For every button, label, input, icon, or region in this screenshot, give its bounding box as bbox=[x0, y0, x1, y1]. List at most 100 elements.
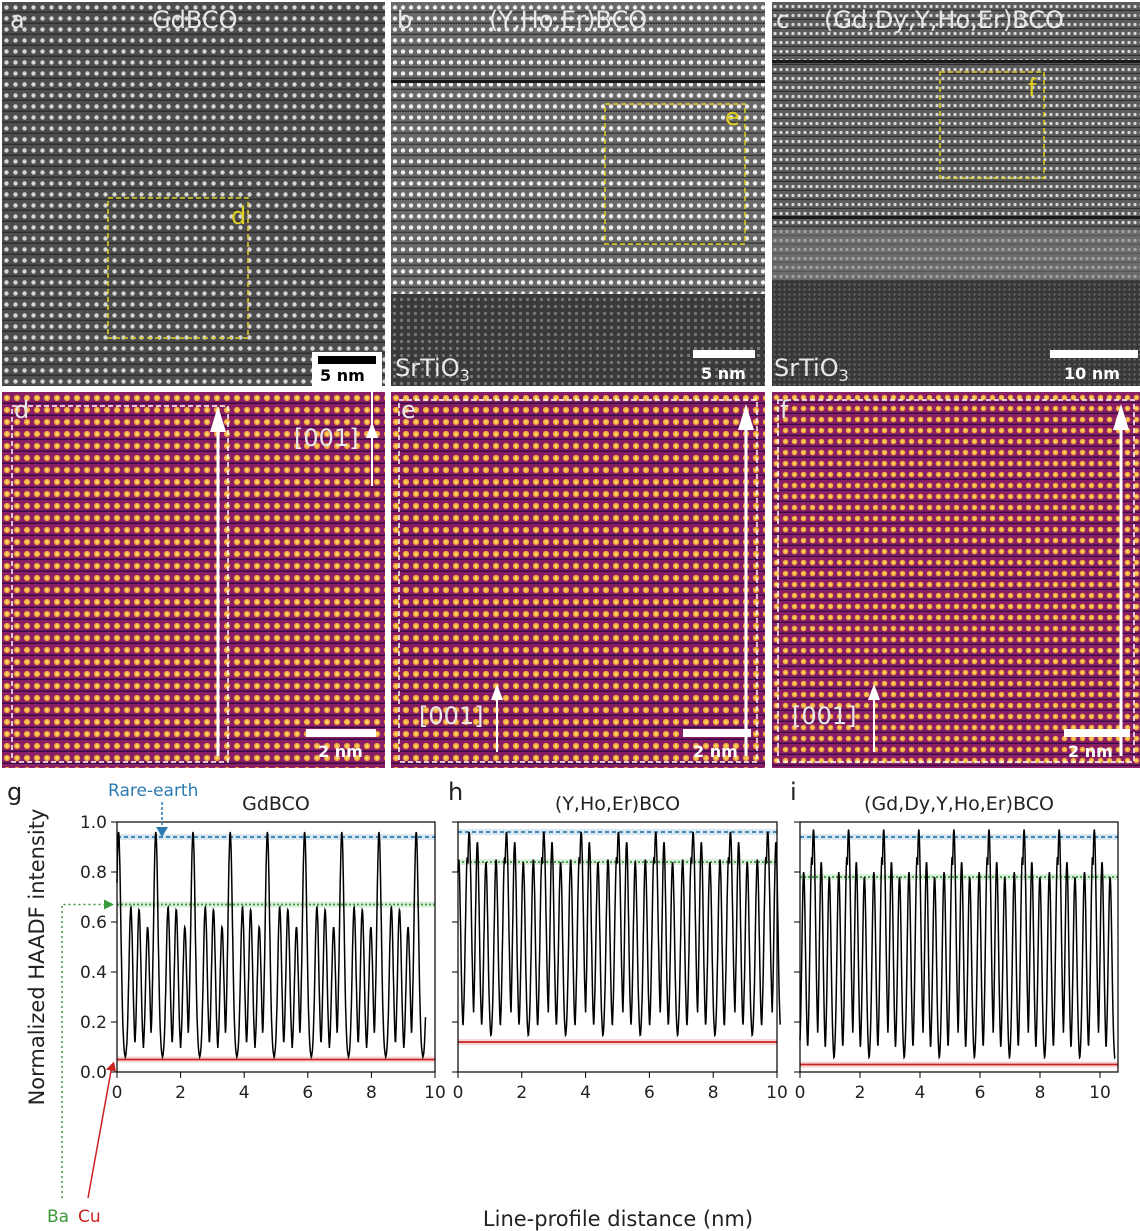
haadf-panel-c: c (Gd,Dy,Y,Ho,Er)BCO f SrTiO3 10 nm bbox=[772, 2, 1140, 386]
axes-frame-h bbox=[457, 821, 778, 1073]
profile-curve-h bbox=[457, 831, 781, 1038]
plot-title-i: (Gd,Dy,Y,Ho,Er)BCO bbox=[864, 793, 1054, 815]
zoom-panel-e: e [001] 2 nm bbox=[391, 392, 765, 768]
panel-letter-g: g bbox=[7, 778, 22, 806]
y-tick-label-g: 1.0 bbox=[80, 813, 107, 833]
panel-letter-i: i bbox=[790, 778, 797, 806]
y-tick-label-g: 0.0 bbox=[80, 1063, 107, 1083]
arrowhead-cu bbox=[106, 1061, 116, 1072]
y-axis-label: Normalized HAADF intensity bbox=[25, 809, 49, 1106]
roi-box-d bbox=[107, 197, 249, 339]
panel-letter-d: d bbox=[14, 396, 30, 424]
x-axis-label: Line-profile distance (nm) bbox=[483, 1207, 753, 1231]
y-tick-label-g: 0.4 bbox=[80, 963, 107, 983]
level-band-ba-i bbox=[800, 874, 1118, 880]
substrate-sub-c: 3 bbox=[838, 366, 849, 385]
arrow-ba bbox=[61, 903, 108, 1198]
arrowhead-ba bbox=[104, 899, 114, 910]
haadf-image-b bbox=[391, 2, 765, 386]
zoom-image-f bbox=[772, 392, 1140, 768]
substrate-label-b: SrTiO3 bbox=[395, 356, 470, 384]
x-tick-label-g: 10 bbox=[424, 1083, 446, 1103]
x-tick-label-i: 10 bbox=[1089, 1083, 1111, 1103]
x-tick-label-h: 8 bbox=[708, 1083, 719, 1103]
annotation-ba: Ba bbox=[47, 1207, 69, 1227]
x-tick-label-g: 4 bbox=[239, 1083, 250, 1103]
x-tick-label-h: 6 bbox=[644, 1083, 655, 1103]
roi-label-e: e bbox=[725, 103, 740, 131]
profile-curve-g bbox=[116, 831, 427, 1060]
roi-label-d: d bbox=[231, 202, 247, 230]
profile-curve-i bbox=[799, 829, 1116, 1060]
roi-box-f bbox=[939, 71, 1045, 179]
scale-bar-d bbox=[306, 729, 376, 737]
profile-box-d bbox=[11, 405, 229, 763]
panel-letter-b: b bbox=[397, 6, 413, 34]
scale-label-c: 10 nm bbox=[1064, 364, 1120, 383]
panel-letter-f: f bbox=[780, 396, 789, 424]
y-tick-label-g: 0.6 bbox=[80, 913, 107, 933]
direction-label-e: [001] bbox=[419, 702, 484, 730]
x-tick-label-i: 4 bbox=[915, 1083, 926, 1103]
haadf-image-a bbox=[2, 2, 385, 386]
haadf-image-c bbox=[772, 2, 1140, 386]
line-profile-plots: 0 2 4 6 8 10 0.0 0.2 0.4 0.6 0.8 1.0 g GdBCO Rare-eart… bbox=[7, 778, 1119, 1231]
plot-title-h: (Y,Ho,Er)BCO bbox=[555, 793, 680, 815]
x-tick-label-h: 2 bbox=[516, 1083, 527, 1103]
x-tick-label-i: 6 bbox=[975, 1083, 986, 1103]
x-tick-label-h: 4 bbox=[580, 1083, 591, 1103]
panel-title-a: GdBCO bbox=[152, 6, 238, 34]
profile-box-f bbox=[777, 399, 1135, 763]
direction-label-d: [001] bbox=[294, 424, 359, 452]
scale-bar-f bbox=[1064, 729, 1130, 737]
panel-letter-h: h bbox=[448, 778, 463, 806]
x-tick-label-h: 0 bbox=[453, 1083, 464, 1103]
scale-label-a: 5 nm bbox=[320, 366, 365, 385]
level-band-ba-g bbox=[117, 901, 435, 908]
y-tick-label-g: 0.8 bbox=[80, 863, 107, 883]
arrow-cu bbox=[87, 1065, 113, 1199]
axes-frame-i bbox=[799, 821, 1119, 1073]
roi-label-f: f bbox=[1028, 74, 1037, 102]
scale-label-b: 5 nm bbox=[701, 364, 746, 383]
zoom-panel-f: f [001] 2 nm bbox=[772, 392, 1140, 768]
scale-bar-e bbox=[683, 729, 751, 737]
direction-label-f: [001] bbox=[792, 702, 857, 730]
x-tick-label-g: 6 bbox=[302, 1083, 313, 1103]
level-band-rare-earth-i bbox=[800, 834, 1118, 840]
haadf-panel-a: a GdBCO d 5 nm bbox=[2, 2, 385, 386]
y-tick-label-g: 0.2 bbox=[80, 1013, 107, 1033]
substrate-sub-b: 3 bbox=[459, 366, 470, 385]
arrowhead-rare-earth bbox=[156, 827, 168, 837]
panel-title-c: (Gd,Dy,Y,Ho,Er)BCO bbox=[824, 6, 1064, 34]
x-tick-label-i: 8 bbox=[1035, 1083, 1046, 1103]
panel-letter-a: a bbox=[10, 6, 25, 34]
axes-frame-g bbox=[116, 821, 436, 1073]
zoom-panel-d: d [001] 2 nm bbox=[2, 392, 385, 768]
level-band-rare-earth-g bbox=[117, 834, 435, 840]
panel-title-b: (Y,Ho,Er)BCO bbox=[489, 6, 648, 34]
substrate-text-c: SrTiO bbox=[774, 354, 839, 382]
panel-letter-e: e bbox=[401, 396, 416, 424]
haadf-panel-b: b (Y,Ho,Er)BCO e SrTiO3 5 nm bbox=[391, 2, 765, 386]
x-tick-label-i: 0 bbox=[795, 1083, 806, 1103]
roi-box-e bbox=[604, 103, 746, 245]
substrate-label-c: SrTiO3 bbox=[774, 356, 849, 384]
x-tick-label-g: 8 bbox=[366, 1083, 377, 1103]
level-band-rare-earth-h bbox=[458, 829, 777, 835]
scale-label-e: 2 nm bbox=[693, 742, 738, 761]
x-tick-label-g: 0 bbox=[112, 1083, 123, 1103]
scale-bar-c bbox=[1050, 350, 1138, 358]
substrate-text-b: SrTiO bbox=[395, 354, 460, 382]
scale-label-f: 2 nm bbox=[1068, 742, 1113, 761]
x-tick-label-h: 10 bbox=[766, 1083, 788, 1103]
annotation-rare-earth: Rare-earth bbox=[108, 781, 198, 801]
panel-letter-c: c bbox=[776, 6, 790, 34]
plot-title-g: GdBCO bbox=[242, 793, 310, 815]
scale-label-d: 2 nm bbox=[318, 742, 363, 761]
x-tick-label-g: 2 bbox=[175, 1083, 186, 1103]
annotation-cu: Cu bbox=[78, 1207, 101, 1227]
profile-box-e bbox=[398, 399, 758, 763]
zoom-image-e bbox=[391, 392, 765, 768]
x-tick-label-i: 2 bbox=[855, 1083, 866, 1103]
